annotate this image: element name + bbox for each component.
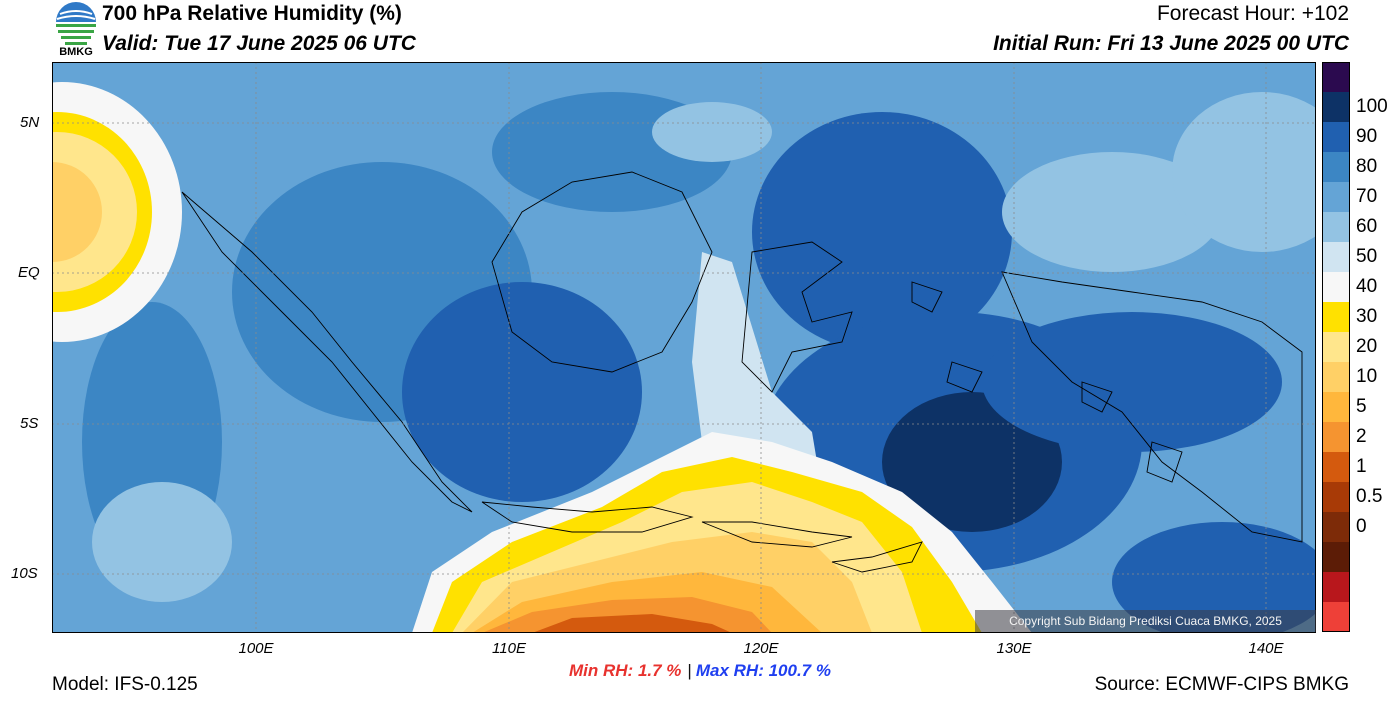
- copyright-overlay: Copyright Sub Bidang Prediksi Cuaca BMKG…: [975, 610, 1316, 632]
- colorbar-swatch: [1322, 332, 1350, 363]
- colorbar-label: 5: [1356, 396, 1367, 417]
- colorbar-swatch: [1322, 512, 1350, 543]
- colorbar-swatch: [1322, 182, 1350, 213]
- forecast-hour: Forecast Hour: +102: [1156, 2, 1349, 25]
- y-tick-eq: EQ: [18, 264, 40, 281]
- humidity-map[interactable]: [52, 62, 1316, 633]
- x-tick-120e: 120E: [743, 640, 779, 657]
- colorbar-label: 100: [1356, 96, 1388, 117]
- x-tick-140e: 140E: [1248, 640, 1284, 657]
- map-title: 700 hPa Relative Humidity (%): [102, 2, 402, 25]
- colorbar-label: 0: [1356, 516, 1367, 537]
- colorbar-swatch: [1322, 152, 1350, 183]
- colorbar-swatch: [1322, 542, 1350, 573]
- initial-run: Initial Run: Fri 13 June 2025 00 UTC: [993, 32, 1349, 55]
- colorbar-swatch: [1322, 62, 1350, 93]
- colorbar-swatch: [1322, 392, 1350, 423]
- colorbar-swatch: [1322, 122, 1350, 153]
- colorbar-swatch: [1322, 602, 1350, 632]
- bmkg-emblem-icon: [56, 2, 96, 45]
- colorbar-label: 1: [1356, 456, 1367, 477]
- y-tick-5n: 5N: [20, 114, 40, 131]
- colorbar-label: 40: [1356, 276, 1378, 297]
- valid-time: Valid: Tue 17 June 2025 06 UTC: [102, 32, 416, 55]
- colorbar-label: 60: [1356, 216, 1378, 237]
- colorbar-swatch: [1322, 212, 1350, 243]
- max-rh: Max RH: 100.7 %: [695, 661, 831, 680]
- colorbar-swatch: [1322, 422, 1350, 453]
- colorbar-label: 0.5: [1356, 486, 1383, 507]
- colorbar-label: 20: [1356, 336, 1378, 357]
- colorbar-swatch: [1322, 572, 1350, 603]
- source-label: Source: ECMWF-CIPS BMKG: [1094, 674, 1349, 695]
- model-label: Model: IFS-0.125: [52, 674, 198, 695]
- colorbar: [1322, 62, 1350, 632]
- colorbar-label: 10: [1356, 366, 1378, 387]
- colorbar-swatch: [1322, 242, 1350, 273]
- x-tick-100e: 100E: [238, 640, 274, 657]
- map-grid: [52, 62, 1316, 633]
- colorbar-label: 70: [1356, 186, 1378, 207]
- colorbar-swatch: [1322, 92, 1350, 123]
- colorbar-swatch: [1322, 452, 1350, 483]
- colorbar-frame: [1322, 62, 1350, 632]
- rh-stats: Min RH: 1.7 % | Max RH: 100.7 %: [0, 661, 1400, 681]
- bmkg-logo: BMKG: [52, 0, 100, 62]
- stats-separator: |: [687, 661, 692, 680]
- dry-south-region: [412, 432, 1032, 633]
- colorbar-swatch: [1322, 272, 1350, 303]
- colorbar-label: 2: [1356, 426, 1367, 447]
- dry-west-patch: [52, 82, 182, 342]
- x-tick-110e: 110E: [492, 640, 526, 657]
- y-tick-5s: 5S: [20, 415, 39, 432]
- coastlines: [181, 171, 1303, 573]
- colorbar-swatch: [1322, 482, 1350, 513]
- colorbar-label: 30: [1356, 306, 1378, 327]
- colorbar-swatch: [1322, 302, 1350, 333]
- min-rh: Min RH: 1.7 %: [569, 661, 682, 680]
- map-frame: [52, 62, 1316, 633]
- colorbar-swatch: [1322, 362, 1350, 393]
- y-tick-10s: 10S: [11, 565, 38, 582]
- logo-text: BMKG: [59, 46, 93, 58]
- colorbar-label: 80: [1356, 156, 1378, 177]
- colorbar-label: 90: [1356, 126, 1378, 147]
- x-tick-130e: 130E: [996, 640, 1032, 657]
- colorbar-label: 50: [1356, 246, 1378, 267]
